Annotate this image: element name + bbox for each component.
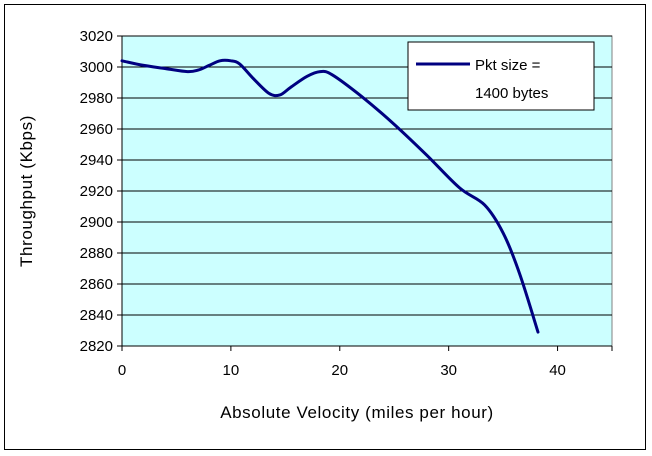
y-tick-label: 2980 xyxy=(80,90,113,107)
legend-box xyxy=(407,41,595,111)
y-tick-label: 2960 xyxy=(80,121,113,138)
x-tick-label: 10 xyxy=(223,362,240,379)
y-tick-label: 2840 xyxy=(80,307,113,324)
y-tick-label: 3000 xyxy=(80,59,113,76)
x-tick-label: 30 xyxy=(440,362,457,379)
x-tick-label: 0 xyxy=(118,362,126,379)
x-tick-label: 40 xyxy=(549,362,566,379)
y-tick-labels: 2820 2840 2860 2880 2900 2920 2940 2960 2980 3000… xyxy=(80,28,113,355)
x-tick-labels: 0 10 20 30 40 xyxy=(118,362,566,379)
x-axis-title: Absolute Velocity (miles per hour) xyxy=(220,403,494,422)
y-axis-title: Throughput (Kbps) xyxy=(17,115,36,267)
legend-label-line1: Pkt size = xyxy=(475,57,541,74)
y-tick-label: 2820 xyxy=(80,338,113,355)
axes xyxy=(117,35,613,351)
y-tick-label: 3020 xyxy=(80,28,113,45)
y-tick-label: 2940 xyxy=(80,152,113,169)
legend-label-line2: 1400 bytes xyxy=(475,85,548,102)
y-tick-label: 2920 xyxy=(80,183,113,200)
y-tick-label: 2860 xyxy=(80,276,113,293)
series-line-pkt-1400 xyxy=(120,58,540,334)
x-tick-label: 20 xyxy=(331,362,348,379)
y-tick-label: 2900 xyxy=(80,214,113,231)
y-tick-label: 2880 xyxy=(80,245,113,262)
legend: Pkt size = 1400 bytes xyxy=(407,41,595,111)
